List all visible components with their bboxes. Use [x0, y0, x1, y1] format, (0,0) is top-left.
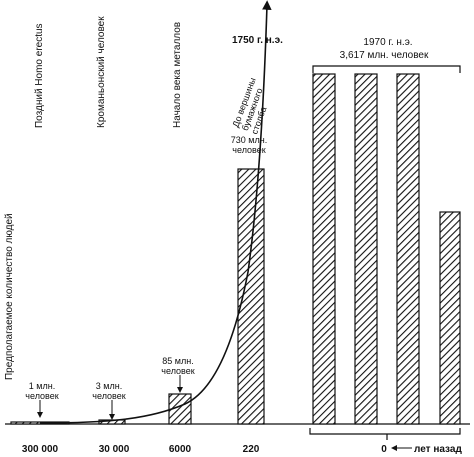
x-tick-6000: 6000: [169, 444, 192, 455]
x-tick-300000: 300 000: [22, 444, 59, 455]
bar-0-seg4: [439, 211, 461, 425]
growth-curve: [39, 0, 272, 424]
annotation-2-line1: 3 млн.: [96, 381, 122, 391]
annotation-3-line2: человек: [161, 366, 194, 376]
y-axis-label: Предполагаемое количество людей: [4, 213, 15, 380]
annotation-1-line2: человек: [25, 391, 58, 401]
bracket-1970: [312, 65, 461, 73]
bar-0-seg3: [396, 73, 420, 425]
era-label-metal-age: Начало века металлов: [172, 22, 183, 128]
annotation-1750: 1750 г. н.э.: [232, 35, 283, 46]
bars-group: [10, 73, 461, 425]
bracket-zero: [309, 428, 461, 435]
x-tick-30000: 30 000: [99, 444, 130, 455]
bar-220: [237, 168, 265, 425]
bar-6000: [168, 393, 192, 425]
x-tick-220: 220: [243, 444, 260, 455]
annotation-1-line1: 1 млн.: [29, 381, 55, 391]
bar-0-seg2: [354, 73, 378, 425]
annotation-1970-line2: 3,617 млн. человек: [340, 50, 429, 61]
era-label-homo-erectus: Поздний Homo erectus: [34, 23, 45, 128]
x-tick-0: 0: [381, 444, 387, 455]
annotation-1970-line1: 1970 г. н.э.: [363, 37, 412, 48]
era-label-cro-magnon: Кроманьонский человек: [96, 16, 107, 128]
annotation-2-line2: человек: [92, 391, 125, 401]
annotation-4-line1: 730 млн.: [231, 135, 267, 145]
x-suffix-label: лет назад: [414, 444, 462, 455]
annotation-4-line2: человек: [232, 145, 265, 155]
annotation-3-line1: 85 млн.: [162, 356, 193, 366]
bar-0-seg1: [312, 73, 336, 425]
